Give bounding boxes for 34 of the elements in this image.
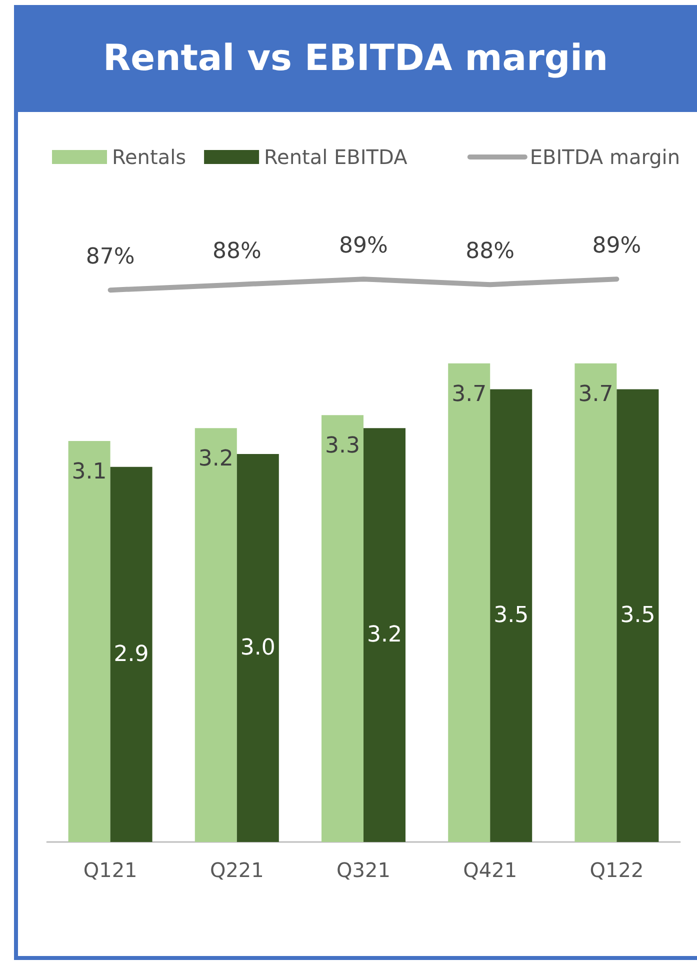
x-tick-label: Q121 (83, 858, 138, 882)
data-label: 3.7 (452, 382, 487, 407)
data-label: 3.0 (240, 635, 276, 660)
x-tick-label: Q221 (210, 858, 264, 882)
data-label: 3.2 (367, 622, 402, 648)
data-label: 89% (339, 234, 388, 259)
bar (490, 389, 532, 842)
data-label: 3.5 (494, 603, 529, 628)
data-label: 88% (466, 239, 515, 264)
bar (616, 389, 659, 842)
data-label: 3.1 (72, 460, 107, 485)
data-label: 3.5 (620, 603, 656, 628)
legend-label: Rental EBITDA (264, 145, 408, 169)
x-tick-label: Q122 (590, 858, 644, 882)
data-label: 87% (86, 244, 135, 270)
data-label: 89% (592, 234, 642, 259)
data-label: 3.7 (578, 382, 614, 407)
data-label: 3.2 (198, 446, 234, 472)
bar (364, 428, 406, 842)
bar (322, 415, 364, 842)
data-label: 3.3 (325, 434, 360, 459)
bar (194, 428, 237, 842)
bar (236, 454, 279, 842)
x-tick-label: Q321 (336, 858, 390, 882)
legend-label: Rentals (112, 145, 186, 169)
bar (110, 466, 152, 842)
data-label: 88% (212, 239, 262, 264)
bar (448, 363, 490, 842)
bar (68, 441, 110, 842)
chart-title: Rental vs EBITDA margin (14, 5, 697, 112)
data-label: 2.9 (114, 642, 149, 667)
bar (574, 363, 617, 842)
legend-label: EBITDA margin (530, 145, 680, 169)
x-tick-label: Q421 (463, 858, 518, 882)
